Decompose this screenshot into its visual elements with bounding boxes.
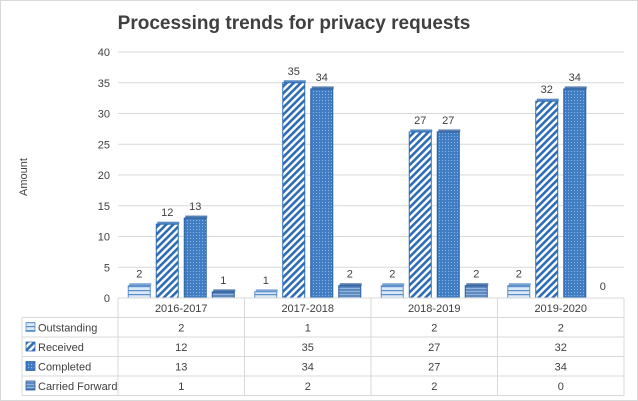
legend-swatch	[25, 322, 36, 332]
bar-outstanding	[380, 285, 404, 299]
bar-outstanding	[254, 291, 278, 299]
x-tick-label: 2017-2018	[281, 303, 334, 315]
bar-top-edge	[382, 283, 405, 286]
bar-top-edge	[157, 221, 180, 225]
data-label: 2	[389, 269, 395, 281]
table-cell-value: 27	[428, 362, 440, 374]
legend-swatch	[25, 341, 36, 352]
bar-received	[155, 223, 179, 299]
bar-received	[408, 131, 432, 299]
table-cell-value: 1	[305, 323, 311, 335]
y-tick-label: 40	[98, 47, 110, 59]
x-tick-label: 2016-2017	[155, 303, 208, 315]
bar-outstanding	[127, 285, 151, 299]
table-cell-value: 32	[555, 342, 567, 354]
data-label: 2	[473, 269, 479, 281]
bar-top-edge	[564, 86, 587, 89]
legend-swatch	[25, 361, 36, 371]
data-label: 0	[600, 281, 606, 293]
bar-carried-forward	[338, 285, 362, 299]
y-axis-label: Amount	[18, 158, 30, 196]
data-table: 2016-2017 2017-2018 2018-2019 2019-2020 Outs…	[21, 297, 625, 396]
bar-top-edge	[129, 283, 152, 286]
data-label: 1	[220, 275, 226, 287]
y-tick-label: 15	[98, 201, 110, 213]
table-cell-value: 27	[428, 342, 440, 354]
table-cell-value: 12	[175, 342, 187, 354]
data-label: 2	[516, 269, 522, 281]
bar-received	[282, 82, 306, 299]
y-tick-label: 0	[104, 293, 110, 305]
data-label: 34	[569, 72, 581, 84]
legend-label: Carried Forward	[38, 381, 117, 393]
table-cell-value: 2	[431, 381, 437, 393]
legend-label: Completed	[38, 362, 91, 374]
table-cell-value: 2	[305, 381, 311, 393]
legend-label: Outstanding	[38, 323, 97, 335]
y-tick-label: 25	[98, 139, 110, 151]
y-tick-label: 5	[104, 262, 110, 274]
y-tick-label: 35	[98, 78, 110, 90]
bar-top-edge	[466, 283, 489, 286]
y-tick-label: 30	[98, 109, 110, 121]
table-cell-value: 2	[431, 323, 437, 335]
data-label: 13	[189, 201, 201, 213]
bars	[127, 80, 587, 299]
bar-top-edge	[536, 98, 559, 102]
bar-top-edge	[255, 289, 278, 292]
bar-top-edge	[311, 86, 334, 89]
bar-completed	[310, 88, 334, 299]
bar-top-edge	[438, 129, 461, 132]
bar-top-edge	[410, 129, 433, 132]
data-label: 2	[136, 269, 142, 281]
bar-carried-forward	[464, 285, 488, 299]
table-cell-value: 35	[302, 342, 314, 354]
data-label: 34	[316, 72, 328, 84]
bar-top-edge	[185, 215, 208, 219]
bar-top-edge	[283, 80, 306, 83]
data-label: 12	[161, 207, 173, 219]
table-cell-value: 2	[558, 323, 564, 335]
x-tick-label: 2019-2020	[534, 303, 587, 315]
data-label: 2	[347, 269, 353, 281]
bar-top-edge	[339, 283, 362, 286]
bar-carried-forward	[211, 291, 235, 299]
legend-swatch	[25, 380, 36, 391]
data-labels: 2 12 13 1 1 35 34 2 2 27 27 2 2 32 34 0	[136, 66, 606, 293]
table-cell-value: 1	[178, 381, 184, 393]
chart-title: Processing trends for privacy requests	[118, 13, 471, 34]
x-tick-label: 2018-2019	[408, 303, 461, 315]
y-axis-ticks: 0 5 10 15 20 25 30 35 40	[98, 47, 110, 305]
data-label: 27	[442, 115, 454, 127]
y-tick-label: 20	[98, 170, 110, 182]
bar-outstanding	[507, 285, 531, 299]
bar-completed	[563, 88, 587, 299]
y-tick-label: 10	[98, 232, 110, 244]
data-label: 1	[263, 275, 269, 287]
legend-label: Received	[38, 342, 84, 354]
data-label: 27	[414, 115, 426, 127]
bar-top-edge	[508, 283, 531, 286]
bar-completed	[436, 131, 460, 299]
bar-completed	[183, 217, 207, 299]
table-cell-value: 13	[175, 362, 187, 374]
bar-received	[535, 100, 559, 299]
data-label: 35	[288, 66, 300, 78]
table-cell-value: 0	[558, 381, 564, 393]
table-cell-value: 34	[555, 362, 567, 374]
table-cell-value: 2	[178, 323, 184, 335]
data-label: 32	[541, 84, 553, 96]
table-cell-value: 34	[302, 362, 314, 374]
bar-top-edge	[213, 289, 236, 292]
